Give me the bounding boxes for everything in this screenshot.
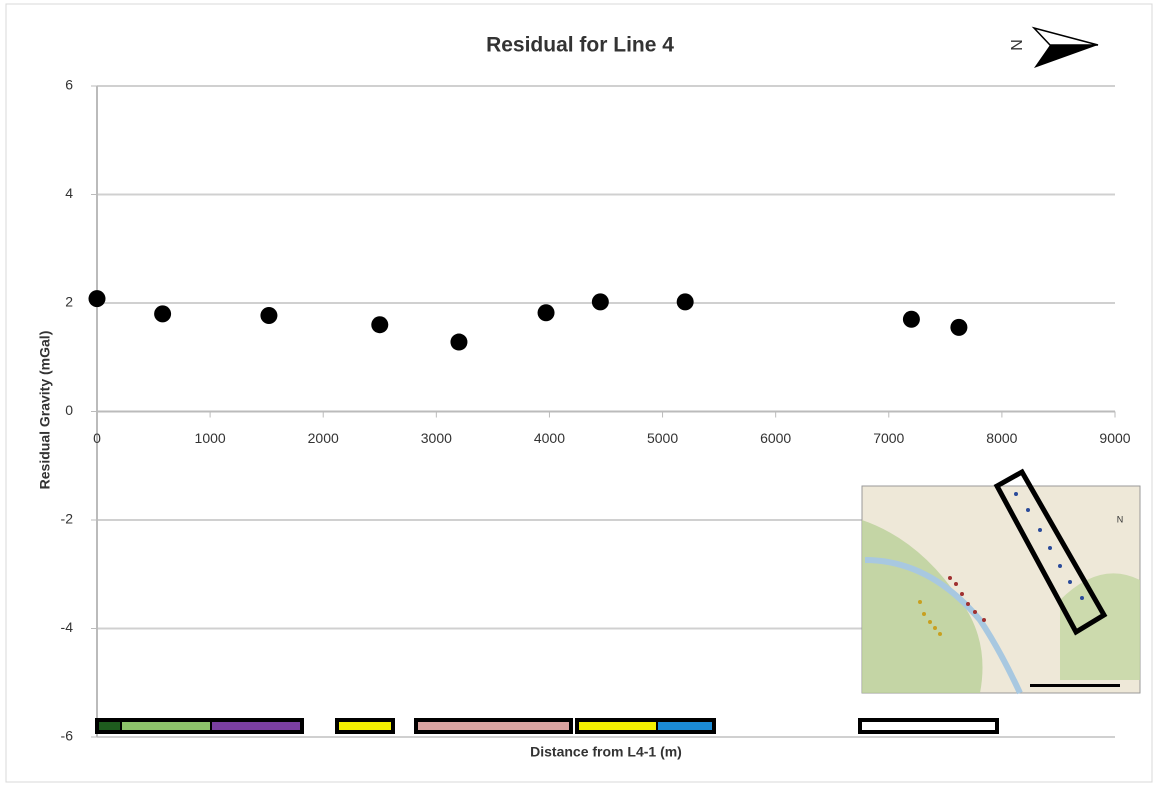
data-point [592, 293, 609, 310]
north-label: N [1009, 39, 1026, 51]
chart: Residual for Line 4 Distance from L4-1 (… [0, 0, 1154, 785]
y-tick-label: -2 [61, 511, 74, 527]
data-point [154, 305, 171, 322]
map-north-label: N [1117, 514, 1124, 524]
x-tick-label: 4000 [534, 430, 565, 446]
y-tick-label: 2 [65, 294, 73, 310]
y-axis-label: Residual Gravity (mGal) [37, 331, 53, 490]
data-point [260, 307, 277, 324]
x-tick-label: 3000 [421, 430, 452, 446]
y-tick-label: 0 [65, 402, 73, 418]
geology-strips [95, 718, 999, 734]
chart-title: Residual for Line 4 [486, 34, 674, 57]
x-tick-label: 7000 [873, 430, 904, 446]
x-tick-label: 9000 [1099, 430, 1130, 446]
y-tick-label: 6 [65, 77, 73, 93]
data-point [450, 334, 467, 351]
x-axis-label: Distance from L4-1 (m) [530, 744, 682, 760]
x-tick-label: 6000 [760, 430, 791, 446]
data-point [371, 316, 388, 333]
y-tick-label: -4 [61, 619, 74, 635]
y-tick-label: 4 [65, 185, 73, 201]
data-point [677, 293, 694, 310]
x-tick-label: 2000 [308, 430, 339, 446]
x-tick-label: 0 [93, 430, 101, 446]
data-point [950, 319, 967, 336]
x-tick-label: 8000 [986, 430, 1017, 446]
map-inset: N [862, 472, 1140, 693]
data-point [89, 290, 106, 307]
data-point [903, 311, 920, 328]
x-tick-label: 5000 [647, 430, 678, 446]
x-tick-label: 1000 [195, 430, 226, 446]
y-tick-label: -6 [61, 728, 74, 744]
data-point [538, 304, 555, 321]
